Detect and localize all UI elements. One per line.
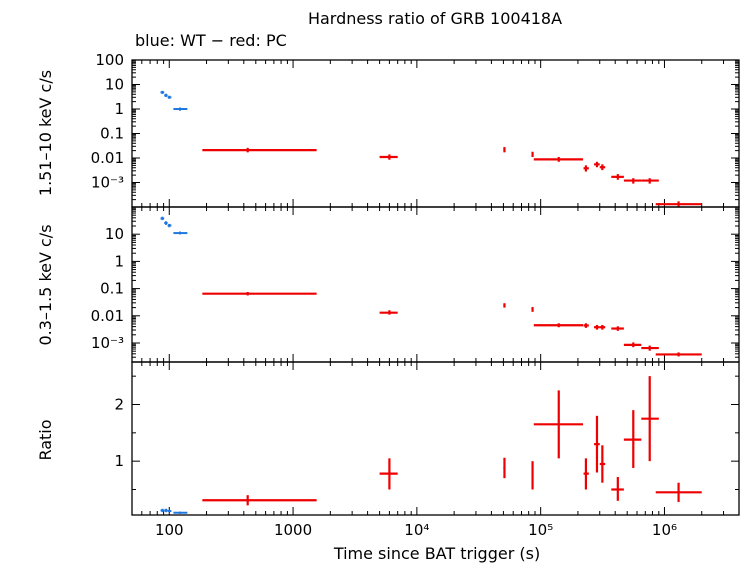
y-tick-label: 0.01 bbox=[91, 307, 124, 325]
pc-data-point bbox=[611, 326, 624, 331]
panel-ratio-frame bbox=[131, 361, 740, 516]
x-axis-label: Time since BAT trigger (s) bbox=[333, 544, 540, 563]
y-tick-label: 0.1 bbox=[100, 125, 124, 143]
y-tick-label: 10 bbox=[105, 76, 124, 94]
pc-data-point bbox=[623, 178, 642, 184]
panel-ratio: Ratio 1 2 100 1000 10⁴ 10⁵ 10⁶ bbox=[36, 361, 740, 539]
y-tick-label: 10⁻³ bbox=[91, 174, 124, 192]
pc-data-point bbox=[641, 376, 659, 462]
pc-data-point bbox=[599, 445, 606, 483]
panel-ratio-ticks: 1 2 100 1000 10⁴ 10⁵ 10⁶ bbox=[114, 362, 740, 539]
x-tick-label: 10⁵ bbox=[528, 521, 553, 539]
wt-data-point bbox=[167, 95, 172, 99]
panel-soft-frame bbox=[131, 206, 740, 363]
wt-data-point bbox=[167, 509, 172, 513]
y-tick-label: 0.1 bbox=[100, 280, 124, 298]
y-tick-label: 10⁻³ bbox=[91, 334, 124, 352]
pc-data-point bbox=[202, 291, 317, 296]
pc-data-point bbox=[583, 165, 589, 172]
y-tick-label: 1 bbox=[114, 100, 124, 118]
wt-data-point bbox=[160, 216, 165, 221]
pc-data-point bbox=[503, 457, 506, 479]
x-tick-label: 100 bbox=[155, 521, 184, 539]
panel-soft-ticks: 10 1 0.1 0.01 10⁻³ bbox=[91, 206, 740, 363]
pc-data-point bbox=[531, 461, 534, 490]
pc-data-point bbox=[599, 324, 606, 330]
pc-data-point bbox=[379, 154, 398, 160]
pc-data-point bbox=[611, 477, 624, 501]
pc-data-point bbox=[379, 458, 398, 490]
y-tick-label: 0.01 bbox=[91, 149, 124, 167]
y-tick-label: 1 bbox=[114, 452, 124, 470]
wt-data-point bbox=[173, 231, 188, 235]
wt-data-point bbox=[173, 107, 188, 111]
x-tick-label: 10⁴ bbox=[404, 521, 429, 539]
pc-data-point bbox=[599, 164, 606, 171]
wt-data-point bbox=[173, 511, 188, 514]
pc-data-point bbox=[533, 323, 584, 328]
pc-data-point bbox=[641, 178, 659, 184]
pc-data-point bbox=[623, 410, 642, 468]
pc-data-point bbox=[503, 303, 506, 308]
panel-ratio-points bbox=[160, 376, 702, 514]
x-tick-label: 10⁶ bbox=[652, 521, 677, 539]
pc-data-point bbox=[594, 324, 600, 330]
chart-title: Hardness ratio of GRB 100418A bbox=[308, 9, 562, 28]
pc-data-point bbox=[594, 415, 600, 473]
panel-soft-ylabel: 0.3–1.5 keV c/s bbox=[36, 224, 55, 345]
wt-data-point bbox=[160, 508, 165, 513]
pc-data-point bbox=[594, 161, 600, 168]
y-tick-label: 10 bbox=[105, 225, 124, 243]
pc-data-point bbox=[503, 147, 506, 153]
pc-data-point bbox=[531, 307, 534, 312]
panel-ratio-ylabel: Ratio bbox=[36, 419, 55, 460]
pc-data-point bbox=[583, 323, 589, 328]
wt-data-point bbox=[164, 508, 168, 513]
panel-hard-ylabel: 1.51–10 keV c/s bbox=[36, 70, 55, 196]
panel-soft-points bbox=[160, 216, 702, 357]
wt-data-point bbox=[160, 90, 165, 94]
pc-data-point bbox=[611, 174, 624, 180]
panel-hard-points bbox=[160, 90, 702, 207]
panel-hard-counts: 1.51–10 keV c/s 100 10 1 0.1 0.01 10⁻³ bbox=[36, 51, 740, 208]
pc-data-point bbox=[202, 147, 317, 153]
panel-hard-frame bbox=[131, 59, 740, 208]
pc-data-point bbox=[583, 458, 589, 490]
y-tick-label: 2 bbox=[114, 396, 124, 414]
pc-data-point bbox=[533, 390, 584, 459]
pc-data-point bbox=[655, 352, 702, 357]
panel-hard-ticks: 100 10 1 0.1 0.01 10⁻³ bbox=[91, 51, 740, 208]
pc-data-point bbox=[531, 151, 534, 157]
pc-data-point bbox=[655, 482, 702, 502]
pc-data-point bbox=[623, 342, 642, 348]
pc-data-point bbox=[533, 156, 584, 162]
pc-data-point bbox=[202, 495, 317, 506]
x-tick-label: 1000 bbox=[274, 521, 312, 539]
y-tick-label: 1 bbox=[114, 252, 124, 270]
wt-data-point bbox=[164, 221, 168, 225]
pc-data-point bbox=[641, 345, 659, 351]
panel-soft-counts: 0.3–1.5 keV c/s 10 1 0.1 0.01 10⁻³ bbox=[36, 206, 740, 363]
wt-data-point bbox=[167, 223, 172, 228]
chart-subtitle: blue: WT − red: PC bbox=[135, 31, 287, 50]
wt-data-point bbox=[164, 93, 168, 97]
y-tick-label: 100 bbox=[95, 51, 124, 69]
pc-data-point bbox=[379, 310, 398, 315]
pc-data-point bbox=[655, 201, 702, 207]
